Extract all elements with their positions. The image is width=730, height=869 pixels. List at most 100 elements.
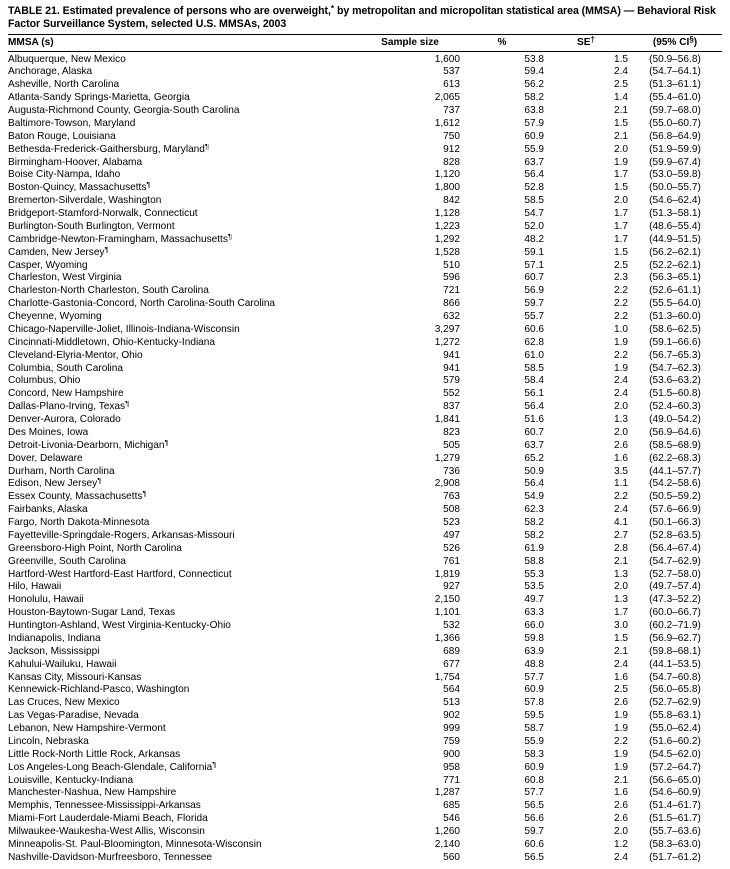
mmsa-name-text: Cambridge-Newton-Framingham, Massachuset… (8, 233, 228, 245)
ci-label: (95% CI (652, 36, 690, 48)
title-footnote-marker: * (330, 4, 335, 13)
ci-footnote-marker: § (689, 34, 694, 44)
cell-percent: 63.3 (524, 607, 544, 619)
cell-se: 2.8 (613, 542, 628, 554)
cell-se: 1.9 (613, 723, 628, 735)
cell-sample-size: 771 (443, 774, 460, 786)
cell-ci: (59.9–67.4) (649, 156, 701, 168)
cell-ci: (52.6–61.1) (649, 285, 701, 297)
cell-sample-size: 537 (443, 66, 460, 78)
cell-sample-size: 823 (443, 426, 460, 438)
cell-se: 2.6 (613, 697, 628, 709)
cell-se: 2.6 (613, 439, 628, 451)
mmsa-name-text: Albuquerque, New Mexico (8, 53, 126, 65)
cell-ci: (55.0–60.7) (649, 117, 701, 129)
cell-percent: 56.4 (524, 401, 544, 413)
cell-ci: (56.0–65.8) (649, 684, 701, 696)
column-header-mmsa: MMSA (s) (8, 33, 360, 53)
cell-mmsa-name: Augusta-Richmond County, Georgia-South C… (8, 105, 360, 118)
table-row: Huntington-Ashland, West Virginia-Kentuc… (8, 620, 722, 633)
mmsa-name-text: Denver-Aurora, Colorado (8, 414, 121, 426)
cell-percent: 55.7 (524, 311, 544, 323)
table-row: Cheyenne, Wyoming 632 55.7 2.2 (51.3–60.0) (8, 311, 722, 324)
cell-mmsa-name: Columbus, Ohio (8, 375, 360, 388)
cell-mmsa-name: Concord, New Hampshire (8, 388, 360, 401)
mmsa-name-text: Detroit-Livonia-Dearborn, Michigan (8, 439, 165, 451)
cell-ci: (44.9–51.5) (649, 233, 701, 245)
table-row: Lebanon, New Hampshire-Vermont 999 58.7 1.9… (8, 723, 722, 736)
mmsa-name-text: Bremerton-Silverdale, Washington (8, 195, 162, 207)
mmsa-name-text: Atlanta-Sandy Springs-Marietta, Georgia (8, 92, 190, 104)
cell-mmsa-name: Cheyenne, Wyoming (8, 311, 360, 324)
table-row: Columbia, South Carolina 941 58.5 1.9 (54.7–… (8, 363, 722, 376)
cell-ci: (56.2–62.1) (649, 246, 701, 258)
cell-se: 2.2 (613, 298, 628, 310)
cell-mmsa-name: Charlotte-Gastonia-Concord, North Caroli… (8, 298, 360, 311)
mmsa-name-text: Camden, New Jersey (8, 246, 105, 258)
cell-mmsa-name: Albuquerque, New Mexico (8, 52, 360, 67)
cell-sample-size: 1,528 (434, 246, 460, 258)
cell-percent: 52.8 (524, 182, 544, 194)
cell-mmsa-name: Chicago-Naperville-Joliet, Illinois-Indi… (8, 324, 360, 337)
cell-ci: (51.3–60.0) (649, 311, 701, 323)
cell-sample-size: 1,279 (434, 452, 460, 464)
cell-mmsa-name: Asheville, North Carolina (8, 79, 360, 92)
cell-mmsa-name: Boise City-Nampa, Idaho (8, 169, 360, 182)
mmsa-footnote-marker: ¶ (104, 246, 109, 254)
cell-sample-size: 941 (443, 349, 460, 361)
cell-mmsa-name: Camden, New Jersey¶ (8, 247, 360, 260)
cell-ci: (55.0–62.4) (649, 723, 701, 735)
cell-mmsa-name: Boston-Quincy, Massachusetts¶ (8, 182, 360, 195)
cell-percent: 60.6 (524, 838, 544, 850)
table-row: Jackson, Mississippi 689 63.9 2.1 (59.8–68.1… (8, 646, 722, 659)
mmsa-name-text: Las Cruces, New Mexico (8, 697, 120, 709)
cell-mmsa-name: Greenville, South Carolina (8, 556, 360, 569)
cell-percent: 59.8 (524, 632, 544, 644)
cell-sample-size: 523 (443, 517, 460, 529)
cell-ci: (55.5–64.0) (649, 298, 701, 310)
table-row: Charleston, West Virginia 596 60.7 2.3 (56.3… (8, 272, 722, 285)
cell-percent: 59.5 (524, 710, 544, 722)
cell-ci: (62.2–68.3) (649, 452, 701, 464)
cell-sample-size: 737 (443, 105, 460, 117)
se-label: SE (577, 36, 591, 48)
cell-ci: (52.7–58.0) (649, 568, 701, 580)
cell-sample-size: 736 (443, 465, 460, 477)
cell-sample-size: 579 (443, 375, 460, 387)
mmsa-name-text: Concord, New Hampshire (8, 388, 124, 400)
table-row: Greenville, South Carolina 761 58.8 2.1 (54.… (8, 556, 722, 569)
column-header-se: SE† (544, 33, 628, 53)
cell-se: 2.0 (613, 826, 628, 838)
cell-mmsa-name: Birmingham-Hoover, Alabama (8, 157, 360, 170)
table-row: Boston-Quincy, Massachusetts¶ 1,800 52.8 1.… (8, 182, 722, 195)
table-row: Anchorage, Alaska 537 59.4 2.4 (54.7–64.1) (8, 66, 722, 79)
cell-mmsa-name: Greensboro-High Point, North Carolina (8, 543, 360, 556)
cell-percent: 63.9 (524, 645, 544, 657)
cell-percent: 57.7 (524, 671, 544, 683)
cell-percent: 56.1 (524, 388, 544, 400)
cell-sample-size: 958 (443, 761, 460, 773)
cell-percent: 58.3 (524, 748, 544, 760)
cell-mmsa-name: Denver-Aurora, Colorado (8, 414, 360, 427)
table-row: Honolulu, Hawaii 2,150 49.7 1.3 (47.3–52.2) (8, 594, 722, 607)
table-row: Boise City-Nampa, Idaho 1,120 56.4 1.7 (53.0… (8, 169, 722, 182)
table-row: Chicago-Naperville-Joliet, Illinois-Indi… (8, 324, 722, 337)
cell-ci: (51.3–58.1) (649, 208, 701, 220)
mmsa-name-text: Miami-Fort Lauderdale-Miami Beach, Flori… (8, 813, 208, 825)
mmsa-name-text: Kennewick-Richland-Pasco, Washington (8, 684, 190, 696)
cell-ci: (54.2–58.6) (649, 478, 701, 490)
mmsa-name-text: Cincinnati-Middletown, Ohio-Kentucky-Ind… (8, 336, 216, 348)
cell-sample-size: 564 (443, 684, 460, 696)
cell-mmsa-name: Atlanta-Sandy Springs-Marietta, Georgia (8, 92, 360, 105)
cell-mmsa-name: Indianapolis, Indiana (8, 633, 360, 646)
table-row: Fargo, North Dakota-Minnesota 523 58.2 4.1 (… (8, 517, 722, 530)
cell-mmsa-name: Cleveland-Elyria-Mentor, Ohio (8, 350, 360, 363)
cell-sample-size: 532 (443, 620, 460, 632)
mmsa-name-text: Greensboro-High Point, North Carolina (8, 542, 182, 554)
cell-mmsa-name: Louisville, Kentucky-Indiana (8, 775, 360, 788)
cell-ci: (56.9–64.6) (649, 426, 701, 438)
table-row: Denver-Aurora, Colorado 1,841 51.6 1.3 (49.0… (8, 414, 722, 427)
cell-sample-size: 1,800 (434, 182, 460, 194)
cell-sample-size: 2,908 (434, 478, 460, 490)
cell-mmsa-name: Lincoln, Nebraska (8, 736, 360, 749)
